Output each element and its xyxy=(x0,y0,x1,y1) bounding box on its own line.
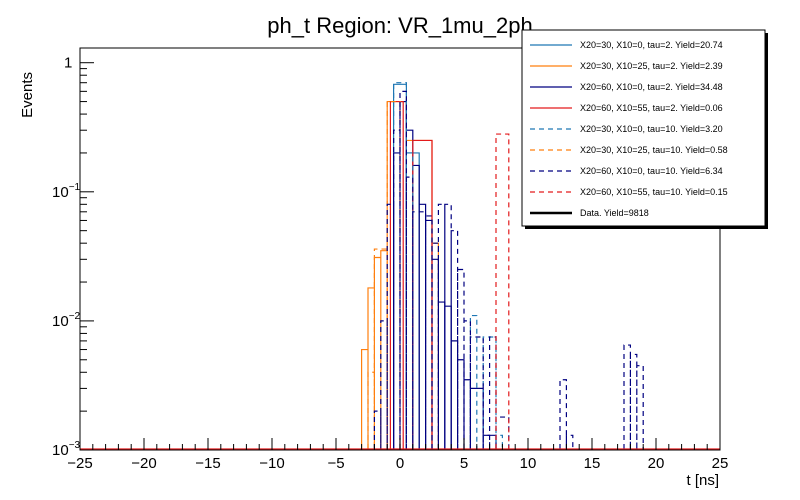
legend-label: X20=30, X10=0, tau=10. Yield=3.20 xyxy=(580,124,723,134)
x-tick-label: −25 xyxy=(67,455,92,472)
y-tick-label: 10−2 xyxy=(52,311,81,330)
y-axis-label: Events xyxy=(19,72,36,118)
chart-title: ph_t Region: VR_1mu_2ph xyxy=(267,13,532,38)
x-tick-label: 15 xyxy=(584,455,601,472)
legend-label: X20=60, X10=55, tau=10. Yield=0.15 xyxy=(580,187,728,197)
legend-box xyxy=(521,29,766,227)
x-tick-label: 0 xyxy=(396,455,404,472)
y-tick-label: 1 xyxy=(64,55,72,72)
x-tick-label: −10 xyxy=(259,455,284,472)
series-layer xyxy=(80,82,720,450)
x-tick-label: −15 xyxy=(195,455,220,472)
x-tick-label: −20 xyxy=(131,455,156,472)
legend-label: X20=30, X10=25, tau=2. Yield=2.39 xyxy=(580,61,723,71)
legend-label: X20=60, X10=0, tau=10. Yield=6.34 xyxy=(580,166,723,176)
x-tick-label: 5 xyxy=(460,455,468,472)
x-axis-label: t [ns] xyxy=(686,472,719,489)
legend: X20=30, X10=0, tau=2. Yield=20.74 X20=30,… xyxy=(521,29,768,229)
legend-label: X20=60, X10=55, tau=2. Yield=0.06 xyxy=(580,103,723,113)
series-4-histogram xyxy=(393,82,503,449)
y-tick-label: 10−1 xyxy=(52,182,81,201)
x-tick-label: 25 xyxy=(712,455,729,472)
legend-label: X20=30, X10=25, tau=10. Yield=0.58 xyxy=(580,145,728,155)
legend-label: X20=30, X10=0, tau=2. Yield=20.74 xyxy=(580,40,723,50)
y-tick-label: 10−3 xyxy=(52,440,81,459)
x-tick-label: −5 xyxy=(327,455,344,472)
legend-label: X20=60, X10=0, tau=2. Yield=34.48 xyxy=(580,82,723,92)
axes-layer: −25 −20 −15 −10 −5 0 5 10 15 20 25 1 10−1 10−2 10−3 xyxy=(52,55,728,472)
series-6-histogram xyxy=(373,90,644,449)
series-7-histogram xyxy=(495,133,510,449)
x-tick-label: 20 xyxy=(648,455,665,472)
series-5-histogram xyxy=(367,100,401,449)
legend-label: Data. Yield=9818 xyxy=(580,208,649,218)
x-tick-label: 10 xyxy=(520,455,537,472)
